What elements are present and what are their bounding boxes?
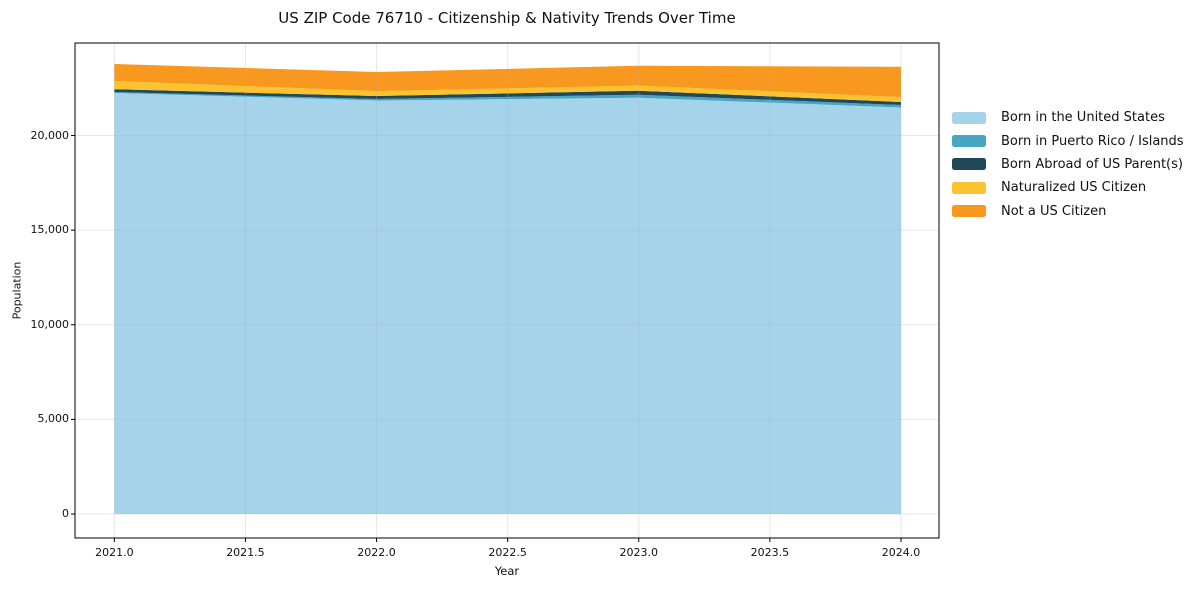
y-tick-label: 5,000 xyxy=(37,412,70,426)
legend-item: Not a US Citizen xyxy=(952,200,1184,223)
x-tick-label: 2021.0 xyxy=(95,546,134,559)
legend-label: Born in the United States xyxy=(1001,110,1165,126)
y-tick-label: 15,000 xyxy=(30,223,70,237)
x-tick-label: 2023.5 xyxy=(750,546,790,559)
x-tick-label: 2024.0 xyxy=(881,546,921,559)
y-tick-label: 10,000 xyxy=(30,317,70,331)
area-series-2 xyxy=(114,89,902,105)
legend-swatch-icon xyxy=(952,205,986,218)
x-axis-title: Year xyxy=(494,564,520,578)
legend-label: Not a US Citizen xyxy=(1001,203,1107,219)
legend-label: Born Abroad of US Parent(s) xyxy=(1001,156,1183,172)
legend-item: Born in Puerto Rico / Islands xyxy=(952,129,1184,152)
legend-swatch-icon xyxy=(952,111,986,124)
y-tick-label: 20,000 xyxy=(30,128,70,142)
chart-title: US ZIP Code 76710 - Citizenship & Nativi… xyxy=(278,9,736,27)
plot-frame xyxy=(74,42,940,539)
legend-swatch-icon xyxy=(952,135,986,148)
y-tick-label: 0 xyxy=(62,507,69,520)
legend-swatch-icon xyxy=(952,181,986,194)
x-tick-label: 2023.0 xyxy=(619,546,659,559)
area-series-0 xyxy=(114,93,902,514)
area-series-1 xyxy=(114,92,902,108)
x-tick-label: 2022.5 xyxy=(488,546,527,559)
legend: Born in the United States Born in Puerto … xyxy=(952,106,1184,223)
area-series-3 xyxy=(114,81,902,102)
x-tick-label: 2022.0 xyxy=(357,546,396,559)
legend-swatch-icon xyxy=(952,158,986,171)
legend-item: Born Abroad of US Parent(s) xyxy=(952,153,1184,176)
legend-label: Born in Puerto Rico / Islands xyxy=(1001,133,1184,149)
legend-item: Naturalized US Citizen xyxy=(952,176,1184,199)
legend-item: Born in the United States xyxy=(952,106,1184,129)
x-tick-label: 2021.5 xyxy=(226,546,265,559)
legend-label: Naturalized US Citizen xyxy=(1001,180,1147,196)
area-series-4 xyxy=(114,64,902,98)
